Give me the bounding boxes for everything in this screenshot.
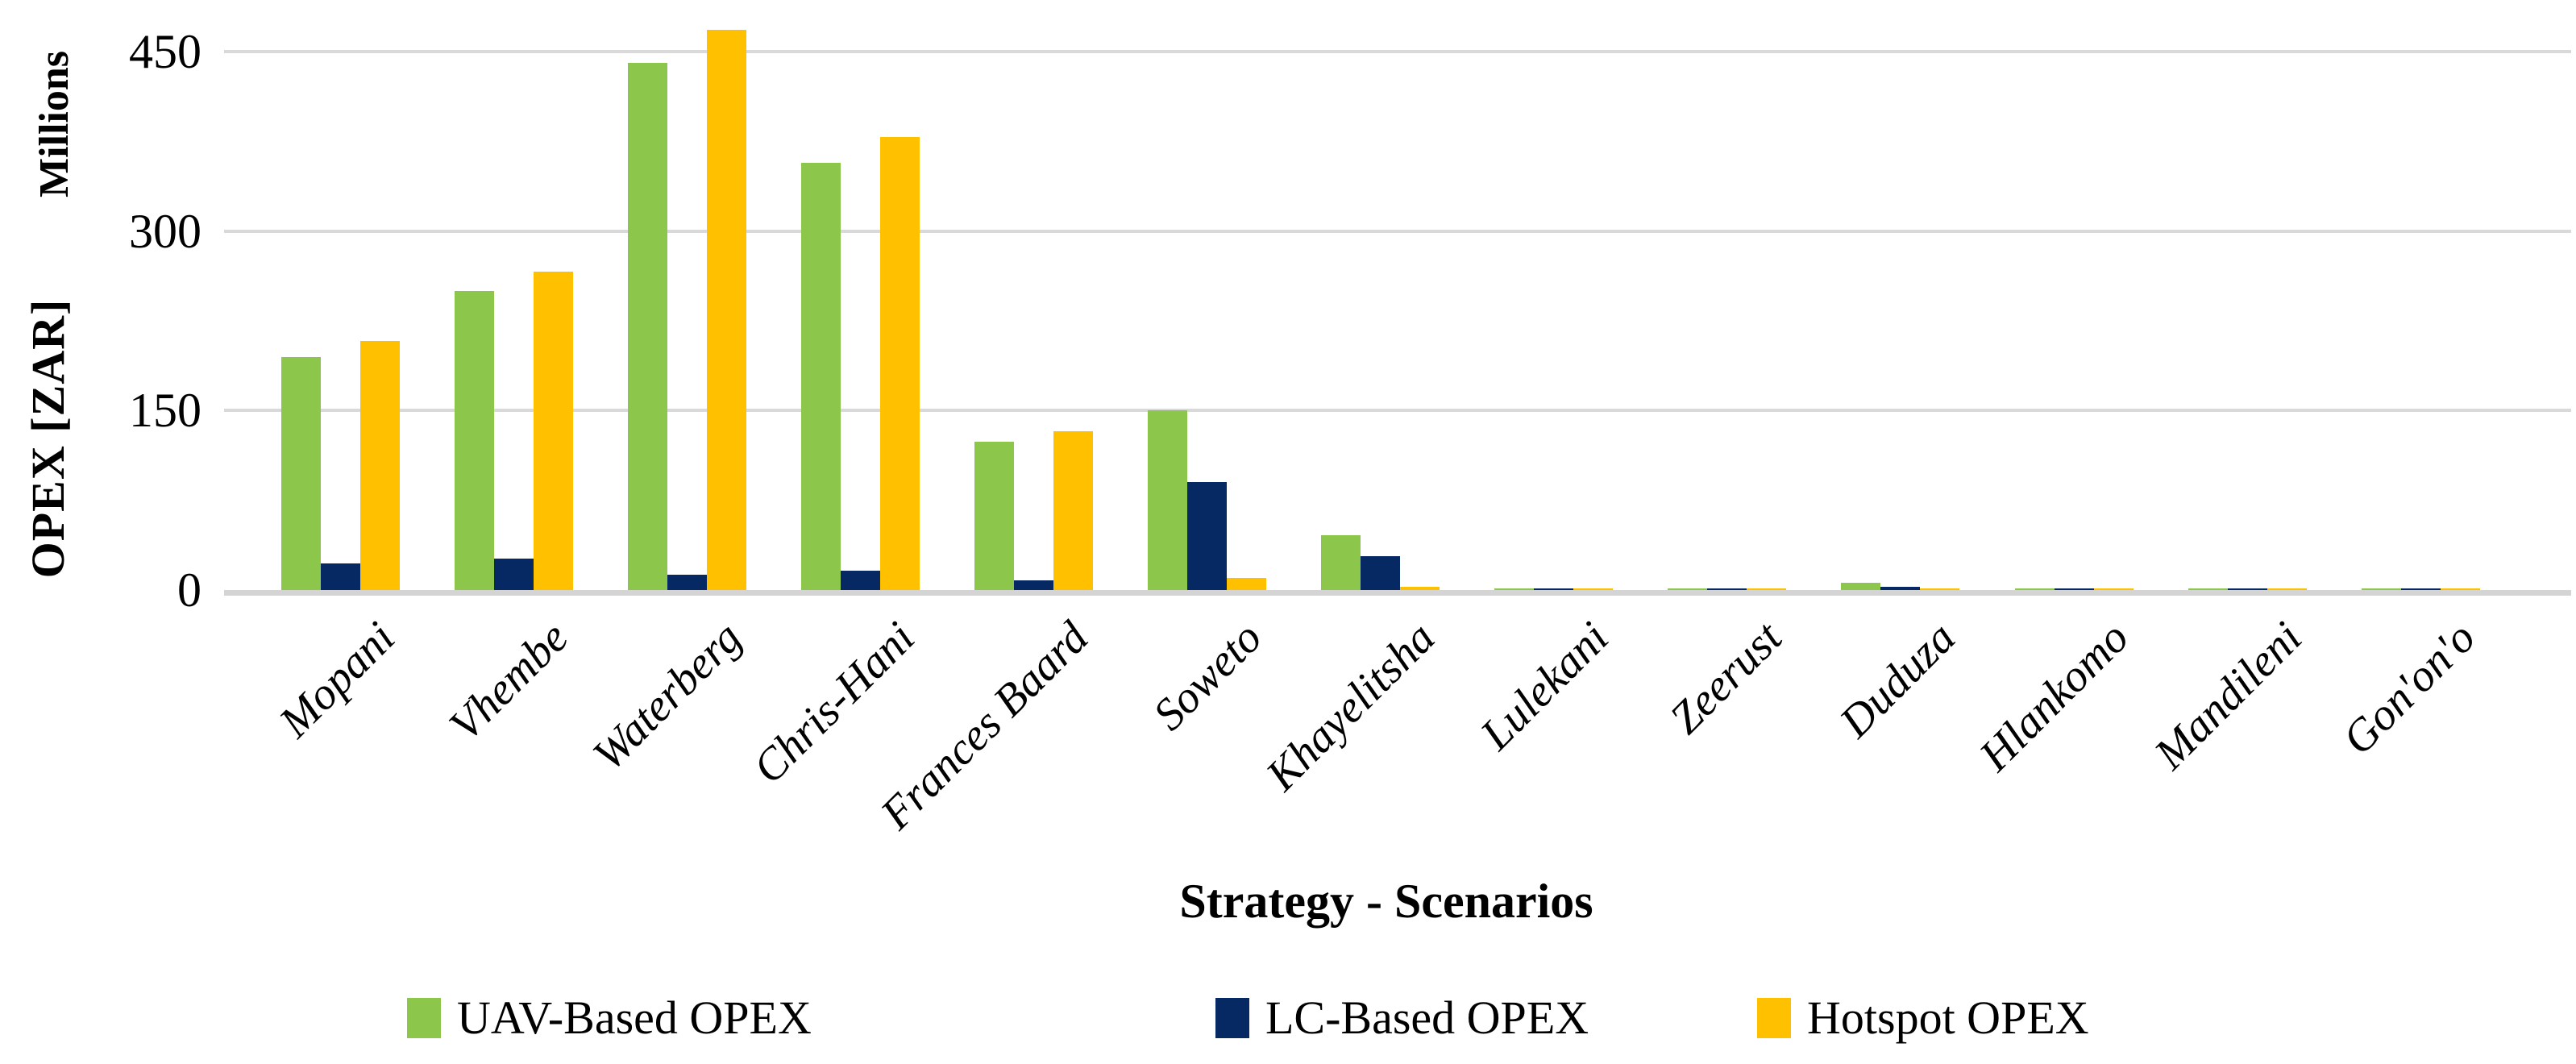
bar-hotspot-hlankomo: [2093, 588, 2134, 590]
legend-swatch-lc: [1215, 998, 1249, 1038]
bar-lc-hlankomo: [2054, 588, 2094, 590]
x-category-label: Waterberg: [583, 612, 751, 780]
bar-lc-duduza: [1880, 586, 1921, 590]
y-tick-label: 150: [129, 384, 202, 438]
bar-hotspot-zeerust: [1747, 588, 1787, 590]
bar-lc-mopani: [320, 563, 360, 590]
bar-uav-khayelitsha: [1321, 534, 1361, 590]
legend-item-lc: LC-Based OPEX: [1215, 993, 1589, 1043]
x-category-label: Vhembe: [439, 612, 578, 751]
legend-label-hotspot: Hotspot OPEX: [1807, 991, 2089, 1044]
bar-uav-soweto: [1148, 410, 1187, 590]
legend-item-uav: UAV-Based OPEX: [407, 993, 812, 1043]
bar-uav-lulekani: [1494, 588, 1535, 590]
bar-lc-lulekani: [1534, 588, 1574, 590]
bar-lc-vhembe: [493, 559, 534, 590]
bar-lc-frances-baard: [1013, 580, 1053, 590]
bar-lc-chris-hani: [840, 571, 880, 590]
bar-uav-mopani: [280, 356, 321, 590]
x-category-label: Chris-Hani: [743, 612, 925, 794]
bar-hotspot-vhembe: [533, 272, 573, 590]
gridline: [224, 409, 2571, 413]
bar-lc-mandileni: [2227, 588, 2267, 590]
gridline: [224, 229, 2571, 233]
bar-uav-frances-baard: [974, 441, 1014, 590]
bar-hotspot-waterberg: [706, 30, 746, 590]
bar-lc-soweto: [1187, 482, 1227, 590]
bar-uav-zeerust: [1668, 588, 1708, 590]
bar-hotspot-chris-hani: [879, 136, 920, 590]
legend-label-uav: UAV-Based OPEX: [457, 991, 812, 1044]
legend: UAV-Based OPEX LC-Based OPEX Hotspot OPE…: [0, 993, 2576, 1049]
bar-lc-waterberg: [667, 574, 707, 590]
bar-uav-hlankomo: [2014, 588, 2055, 590]
legend-item-hotspot: Hotspot OPEX: [1757, 993, 2089, 1043]
bar-lc-zeerust: [1707, 588, 1747, 590]
x-category-label: Lulekani: [1470, 612, 1618, 760]
y-tick-label: 0: [177, 563, 202, 617]
bar-hotspot-soweto: [1227, 578, 1266, 590]
bar-hotspot-gon-on-o: [2440, 588, 2480, 590]
x-category-label: Khayelitsha: [1257, 612, 1445, 800]
x-category-label: Duduza: [1830, 612, 1965, 747]
bar-hotspot-lulekani: [1573, 588, 1614, 590]
bar-uav-mandileni: [2188, 588, 2228, 590]
bar-lc-gon-on-o: [2400, 588, 2441, 590]
y-axis-title: OPEX [ZAR]: [22, 298, 74, 579]
x-category-label: Mandileni: [2145, 612, 2312, 779]
x-category-label: Gon'on'o: [2333, 612, 2485, 765]
legend-swatch-hotspot: [1757, 998, 1791, 1038]
y-tick-label: 300: [129, 204, 202, 258]
bar-uav-duduza: [1841, 583, 1881, 590]
x-category-label: Hlankomo: [1969, 612, 2138, 781]
bar-uav-chris-hani: [800, 163, 841, 590]
x-axis-baseline: [224, 590, 2571, 596]
bar-hotspot-mopani: [359, 341, 400, 590]
bar-hotspot-mandileni: [2266, 588, 2307, 590]
legend-label-lc: LC-Based OPEX: [1265, 991, 1589, 1044]
bar-uav-vhembe: [454, 291, 494, 590]
x-category-label: Zeerust: [1660, 612, 1792, 744]
x-axis-title: Strategy - Scenarios: [1179, 875, 1593, 928]
x-category-label: Soweto: [1143, 612, 1272, 741]
bar-uav-gon-on-o: [2361, 588, 2401, 590]
x-category-label: Mopani: [269, 612, 405, 747]
y-tick-label: 450: [129, 25, 202, 79]
legend-swatch-uav: [407, 998, 441, 1038]
bar-lc-khayelitsha: [1361, 556, 1401, 590]
bar-hotspot-frances-baard: [1053, 430, 1093, 590]
bar-hotspot-duduza: [1920, 588, 1960, 590]
gridline: [224, 50, 2571, 54]
bar-uav-waterberg: [627, 62, 667, 590]
bar-hotspot-khayelitsha: [1400, 586, 1440, 590]
